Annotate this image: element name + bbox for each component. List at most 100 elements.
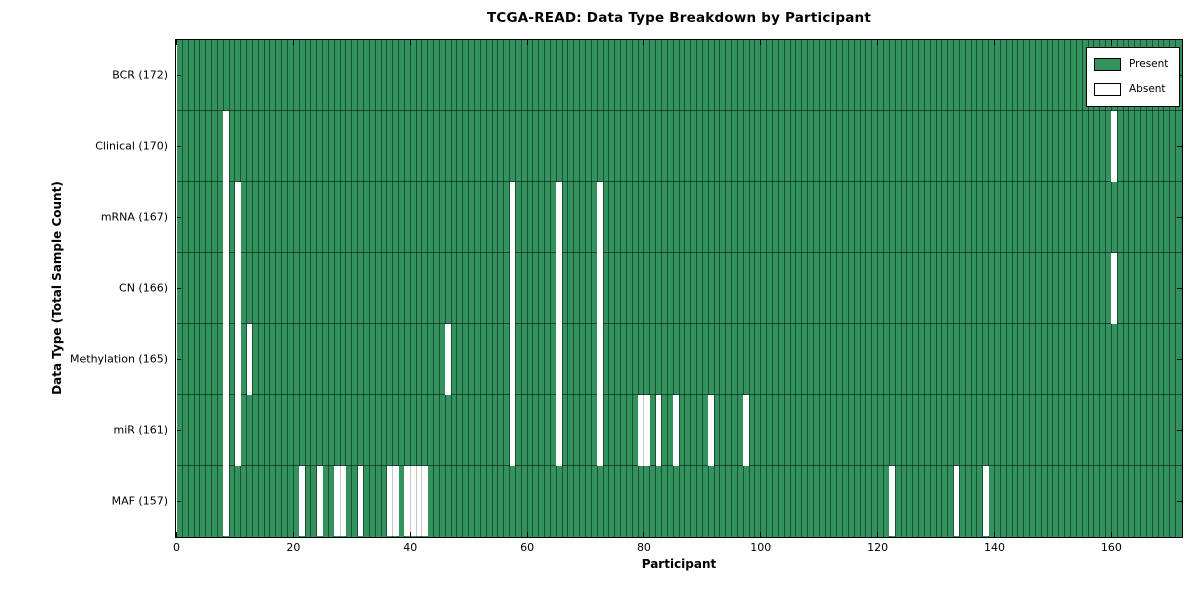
cell-grid-line (678, 40, 680, 537)
cell-grid-line (1157, 40, 1159, 537)
cell-grid-line (205, 40, 207, 537)
cell-grid-line (1023, 40, 1025, 537)
x-tick-label: 60 (520, 541, 535, 554)
cell-grid-line (327, 40, 329, 537)
cell-grid-line (450, 40, 452, 537)
cell-grid-line (456, 40, 458, 537)
cell-grid-line (719, 40, 721, 537)
cell-grid-line (532, 40, 534, 537)
cell-grid-line (713, 40, 715, 537)
cell-grid-line (631, 40, 633, 537)
y-tick-label: mRNA (167) (100, 210, 168, 224)
absent-cell (223, 465, 230, 537)
cell-grid-line (1140, 40, 1142, 537)
cell-grid-line (1087, 40, 1089, 537)
cell-grid-line (725, 40, 727, 537)
cell-grid-line (1128, 40, 1130, 537)
y-tick-label: miR (161) (113, 423, 169, 437)
cell-grid-line (292, 40, 294, 537)
absent-cell (597, 323, 604, 395)
absent-cell (386, 465, 399, 537)
legend-present-swatch (1094, 58, 1121, 71)
absent-cell (509, 394, 516, 466)
row-boundary-line (176, 252, 1182, 254)
cell-grid-line (193, 40, 195, 537)
absent-cell-divider (392, 465, 394, 537)
absent-cell (223, 181, 230, 253)
absent-cell (234, 394, 241, 466)
x-tick-label: 140 (984, 541, 1006, 554)
absent-cell (234, 252, 241, 324)
y-tick-label: Methylation (165) (70, 352, 168, 366)
cell-grid-line (818, 40, 820, 537)
cell-grid-line (333, 40, 335, 537)
cell-grid-line (1134, 40, 1136, 537)
cell-grid-line (859, 40, 861, 537)
cell-grid-line (701, 40, 703, 537)
x-tick-label: 160 (1100, 541, 1122, 554)
cell-grid-line (900, 40, 902, 537)
absent-cell (982, 465, 989, 537)
row-boundary-line (176, 323, 1182, 325)
x-tick-label: 100 (750, 541, 772, 554)
cell-grid-line (479, 40, 481, 537)
cell-grid-line (754, 40, 756, 537)
cell-grid-line (1064, 40, 1066, 537)
cell-grid-line (953, 40, 955, 537)
cell-grid-lines (176, 40, 1182, 537)
cell-grid-line (918, 40, 920, 537)
cell-grid-line (947, 40, 949, 537)
cell-grid-line (958, 40, 960, 537)
cell-grid-line (766, 40, 768, 537)
cell-grid-line (421, 40, 423, 537)
row-boundary-line (176, 110, 1182, 112)
cell-grid-line (427, 40, 429, 537)
cell-grid-line (497, 40, 499, 537)
absent-cell (638, 394, 650, 466)
cell-grid-line (485, 40, 487, 537)
absent-cell (556, 323, 563, 395)
cell-grid-line (836, 40, 838, 537)
absent-cell (743, 394, 750, 466)
cell-grid-line (801, 40, 803, 537)
cell-grid-line (795, 40, 797, 537)
cell-grid-line (549, 40, 551, 537)
absent-cell (357, 465, 364, 537)
cell-grid-line (666, 40, 668, 537)
cell-grid-line (643, 40, 645, 537)
absent-cell (334, 465, 346, 537)
cell-grid-line (929, 40, 931, 537)
cell-grid-line (655, 40, 657, 537)
x-tick-label: 120 (867, 541, 889, 554)
absent-cell (223, 323, 230, 395)
absent-cell (316, 465, 323, 537)
cell-grid-line (684, 40, 686, 537)
absent-cell-divider (339, 465, 341, 537)
chart-title: TCGA-READ: Data Type Breakdown by Partic… (486, 10, 872, 26)
absent-cell (299, 465, 306, 537)
cell-grid-line (345, 40, 347, 537)
cell-grid-line (660, 40, 662, 537)
cell-grid-line (1011, 40, 1013, 537)
cell-grid-line (269, 40, 271, 537)
absent-cell (509, 181, 516, 253)
cell-grid-line (240, 40, 242, 537)
cell-grid-line (1029, 40, 1031, 537)
cell-grid-line (187, 40, 189, 537)
y-tick-label: MAF (157) (111, 494, 168, 508)
cell-grid-line (783, 40, 785, 537)
absent-cell (404, 465, 428, 537)
cell-grid-line (620, 40, 622, 537)
cell-grid-line (462, 40, 464, 537)
y-axis-label: Data Type (Total Sample Count) (50, 181, 64, 395)
cell-grid-line (339, 40, 341, 537)
heatmap-present-background (176, 40, 1182, 537)
cell-grid-line (362, 40, 364, 537)
cell-grid-line (538, 40, 540, 537)
y-tick-label: BCR (172) (112, 68, 168, 82)
cell-grid-line (742, 40, 744, 537)
cell-grid-line (1069, 40, 1071, 537)
cell-grid-line (888, 40, 890, 537)
cell-grid-line (561, 40, 563, 537)
cell-grid-line (281, 40, 283, 537)
